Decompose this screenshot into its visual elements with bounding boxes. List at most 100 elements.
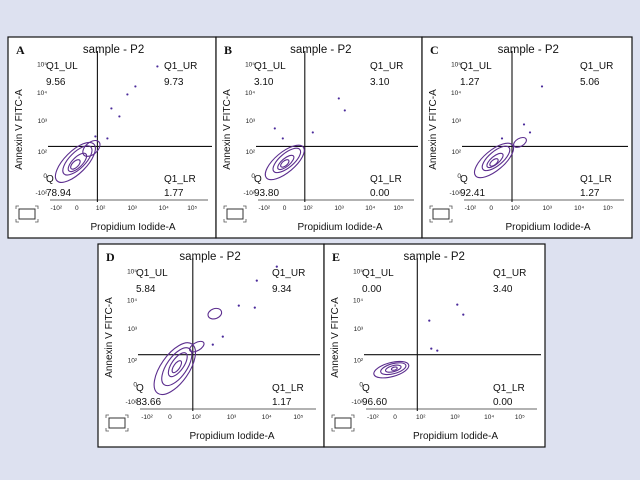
quadrant-lr-value: 1.27 — [580, 188, 600, 199]
panel-letter: C — [430, 43, 439, 57]
y-tick-label: 10⁴ — [353, 297, 363, 304]
quadrant-ur-name: Q1_UR — [164, 61, 197, 72]
quadrant-ul-name: Q1_UL — [254, 61, 286, 72]
quadrant-ul-value: 9.56 — [46, 77, 66, 88]
y-tick-label: 10⁵ — [245, 62, 255, 69]
event-dot — [540, 85, 544, 88]
population-contour — [513, 136, 527, 148]
y-tick-label: 10³ — [128, 326, 138, 333]
quadrant-lr-name: Q1_LR — [493, 383, 525, 394]
quadrant-lr-name: Q1_LR — [164, 174, 196, 185]
y-tick-label: 10⁵ — [451, 62, 461, 69]
panel-frame — [421, 36, 633, 239]
population-contour — [62, 145, 93, 176]
population-contour — [264, 144, 305, 181]
quadrant-ur-name: Q1_UR — [580, 61, 613, 72]
event-dot — [456, 303, 459, 306]
y-tick-label: 10⁵ — [37, 62, 47, 69]
y-tick-label: 0 — [359, 382, 363, 389]
y-tick-label: 10⁴ — [451, 90, 461, 97]
x-axis-label: Propidium Iodide-A — [90, 222, 175, 233]
event-dot — [94, 135, 97, 138]
y-axis-label: Annexin V FITC-A — [104, 297, 115, 378]
population-contour — [280, 159, 290, 168]
event-dot — [462, 313, 465, 316]
y-tick-label: 0 — [43, 173, 47, 180]
event-dot — [500, 137, 504, 140]
y-axis-label: Annexin V FITC-A — [330, 297, 341, 378]
y-tick-label: -10² — [243, 190, 255, 197]
plot-selection-icon[interactable] — [429, 205, 453, 223]
population-contour — [171, 360, 183, 374]
x-tick-label: 10⁵ — [293, 414, 303, 421]
quadrant-lr-value: 0.00 — [370, 188, 390, 199]
event-dot — [522, 123, 526, 126]
population-contour — [82, 139, 101, 157]
plot-selection-icon[interactable] — [105, 414, 129, 432]
x-tick-label: 10⁵ — [393, 205, 403, 212]
y-tick-label: 10² — [354, 357, 364, 364]
x-tick-label: 10⁴ — [159, 205, 169, 212]
x-tick-label: 0 — [393, 414, 397, 421]
event-dot — [211, 343, 214, 346]
x-tick-label: -10² — [465, 205, 477, 212]
quadrant-ul-value: 5.84 — [136, 284, 156, 295]
quadrant-ul-value: 3.10 — [254, 77, 274, 88]
x-axis-label: Propidium Iodide-A — [413, 431, 498, 442]
quadrant-ul-name: Q1_UL — [362, 268, 394, 279]
panel-title: sample - P2 — [290, 44, 351, 56]
y-tick-label: 10⁵ — [127, 269, 137, 276]
x-tick-label: 10² — [303, 205, 313, 212]
y-tick-label: 10³ — [246, 118, 256, 125]
plot-selection-icon[interactable] — [223, 205, 247, 223]
x-tick-label: 10³ — [227, 414, 237, 421]
quadrant-lr-name: Q1_LR — [272, 383, 304, 394]
panel-title: sample - P2 — [498, 44, 559, 56]
y-tick-label: 10⁴ — [37, 90, 47, 97]
population-contour — [481, 145, 511, 172]
x-tick-label: 10⁴ — [365, 205, 375, 212]
panel-letter: D — [106, 250, 115, 264]
quadrant-ll-value: 93.80 — [254, 188, 279, 199]
y-axis-label: Annexin V FITC-A — [14, 89, 25, 170]
quadrant-ur-value: 9.73 — [164, 77, 184, 88]
panel-letter: A — [16, 43, 25, 57]
plot-selection-icon[interactable] — [15, 205, 39, 223]
x-tick-label: 10² — [416, 414, 426, 421]
quadrant-ur-name: Q1_UR — [370, 61, 403, 72]
event-dot — [237, 304, 240, 307]
panel-frame — [323, 243, 546, 448]
quadrant-ur-value: 9.34 — [272, 284, 292, 295]
plot-selection-icon[interactable] — [331, 414, 355, 432]
quadrant-ur-value: 5.06 — [580, 77, 600, 88]
quadrant-lr-value: 1.77 — [164, 188, 184, 199]
x-tick-label: 10⁵ — [187, 205, 197, 212]
event-dot — [253, 306, 256, 309]
quadrant-ll-value: 83.66 — [136, 397, 161, 408]
population-contour — [390, 366, 398, 371]
event-dot — [106, 137, 109, 140]
y-tick-label: 10³ — [38, 118, 48, 125]
x-axis-label: Propidium Iodide-A — [505, 222, 590, 233]
event-dot — [528, 131, 532, 134]
population-contour — [277, 154, 295, 171]
event-dot — [255, 279, 258, 282]
y-tick-label: 10⁴ — [245, 90, 255, 97]
y-tick-label: 10⁵ — [353, 269, 363, 276]
event-dot — [281, 137, 284, 140]
y-tick-label: 10⁴ — [127, 297, 137, 304]
y-axis-label: Annexin V FITC-A — [428, 89, 439, 170]
y-tick-label: 10² — [128, 357, 138, 364]
x-axis-label: Propidium Iodide-A — [297, 222, 382, 233]
x-tick-label: 10⁵ — [603, 205, 613, 212]
event-dot — [343, 109, 346, 112]
population-contour — [189, 340, 205, 353]
y-tick-label: 0 — [251, 173, 255, 180]
panel-letter: B — [224, 43, 232, 57]
event-dot — [134, 85, 137, 88]
quadrant-ll-name: Q — [136, 383, 144, 394]
y-tick-label: 10² — [452, 149, 462, 156]
quadrant-ur-value: 3.10 — [370, 77, 390, 88]
event-dot — [275, 265, 278, 268]
